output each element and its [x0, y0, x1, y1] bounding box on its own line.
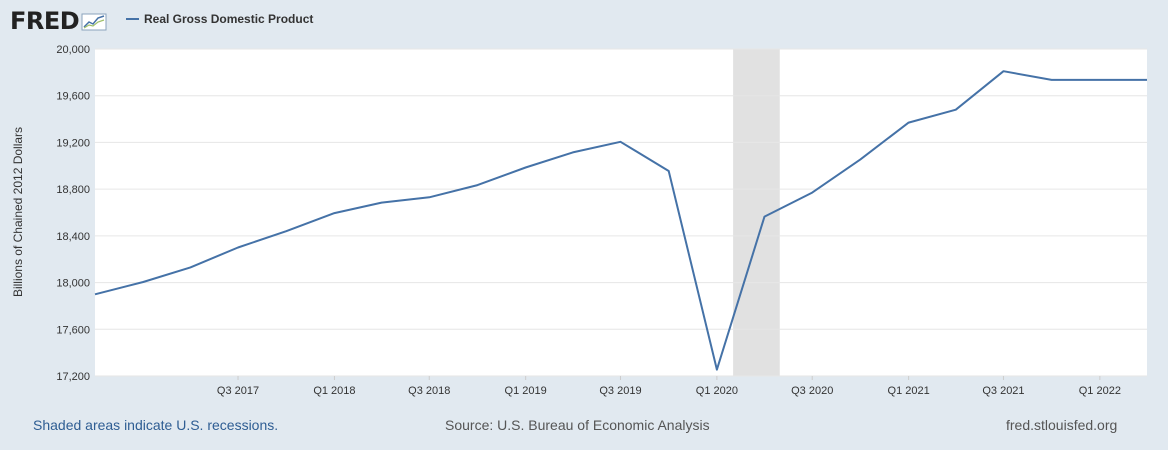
- series-lines: [93, 69, 1150, 372]
- x-tick-label: Q3 2017: [217, 385, 259, 397]
- fred-logo[interactable]: FRED: [10, 6, 107, 36]
- legend-swatch: [126, 18, 139, 20]
- y-tick-label: 18,000: [56, 278, 90, 290]
- x-tick-label: Q1 2019: [505, 385, 547, 397]
- x-axis-ticks: Q3 2017 Q1 2018 Q3 2018 Q1 2019 Q3 2019 Q1 20…: [217, 376, 1121, 397]
- data-point[interactable]: [858, 157, 863, 162]
- legend-label: Real Gross Domestic Product: [144, 12, 314, 26]
- fred-logo-text: FRED: [10, 7, 80, 35]
- line-chart: 17,200 17,600 18,000 18,400 18,800 19,200 19,6…: [11, 44, 1150, 397]
- data-point[interactable]: [141, 279, 146, 284]
- data-point[interactable]: [666, 169, 671, 174]
- data-point[interactable]: [714, 367, 719, 372]
- x-tick-label: Q1 2018: [313, 385, 355, 397]
- data-point[interactable]: [570, 150, 575, 155]
- y-axis-ticks: 17,200 17,600 18,000 18,400 18,800 19,200 19,6…: [56, 44, 90, 383]
- y-tick-label: 17,200: [56, 371, 90, 383]
- data-point[interactable]: [332, 211, 337, 216]
- recession-note-link[interactable]: Shaded areas indicate U.S. recessions.: [33, 417, 279, 433]
- data-point[interactable]: [93, 292, 98, 297]
- data-point[interactable]: [475, 183, 480, 188]
- y-tick-label: 19,600: [56, 91, 90, 103]
- x-tick-label: Q1 2021: [888, 385, 930, 397]
- y-tick-label: 18,400: [56, 231, 90, 243]
- fred-graph-icon: [81, 13, 107, 31]
- chart-legend[interactable]: Real Gross Domestic Product: [126, 12, 313, 26]
- y-axis-label: Billions of Chained 2012 Dollars: [11, 127, 25, 297]
- data-point[interactable]: [1001, 69, 1006, 74]
- x-tick-label: Q3 2020: [791, 385, 833, 397]
- data-point[interactable]: [236, 245, 241, 250]
- data-point[interactable]: [618, 139, 623, 144]
- data-point[interactable]: [953, 107, 958, 112]
- series-line-real-gdp[interactable]: [94, 70, 1147, 371]
- x-tick-label: Q1 2022: [1079, 385, 1121, 397]
- x-tick-label: Q3 2018: [408, 385, 450, 397]
- data-point[interactable]: [1097, 77, 1102, 82]
- data-point[interactable]: [906, 120, 911, 125]
- y-tick-label: 20,000: [56, 44, 90, 56]
- data-point[interactable]: [762, 214, 767, 219]
- chart-header: FRED Real Gross Domestic Product: [0, 0, 1168, 40]
- data-point[interactable]: [523, 165, 528, 170]
- data-point[interactable]: [284, 229, 289, 234]
- x-tick-label: Q1 2020: [696, 385, 738, 397]
- y-tick-label: 18,800: [56, 184, 90, 196]
- data-point[interactable]: [1145, 77, 1150, 82]
- x-tick-label: Q3 2021: [982, 385, 1024, 397]
- data-point[interactable]: [427, 195, 432, 200]
- data-point[interactable]: [188, 265, 193, 270]
- source-note: Source: U.S. Bureau of Economic Analysis: [445, 417, 710, 433]
- x-tick-label: Q3 2019: [599, 385, 641, 397]
- plot-area: [95, 49, 1147, 376]
- data-point[interactable]: [1049, 77, 1054, 82]
- y-tick-label: 19,200: [56, 137, 90, 149]
- data-point[interactable]: [810, 190, 815, 195]
- data-point[interactable]: [379, 200, 384, 205]
- y-tick-label: 17,600: [56, 324, 90, 336]
- fred-url[interactable]: fred.stlouisfed.org: [1006, 417, 1118, 433]
